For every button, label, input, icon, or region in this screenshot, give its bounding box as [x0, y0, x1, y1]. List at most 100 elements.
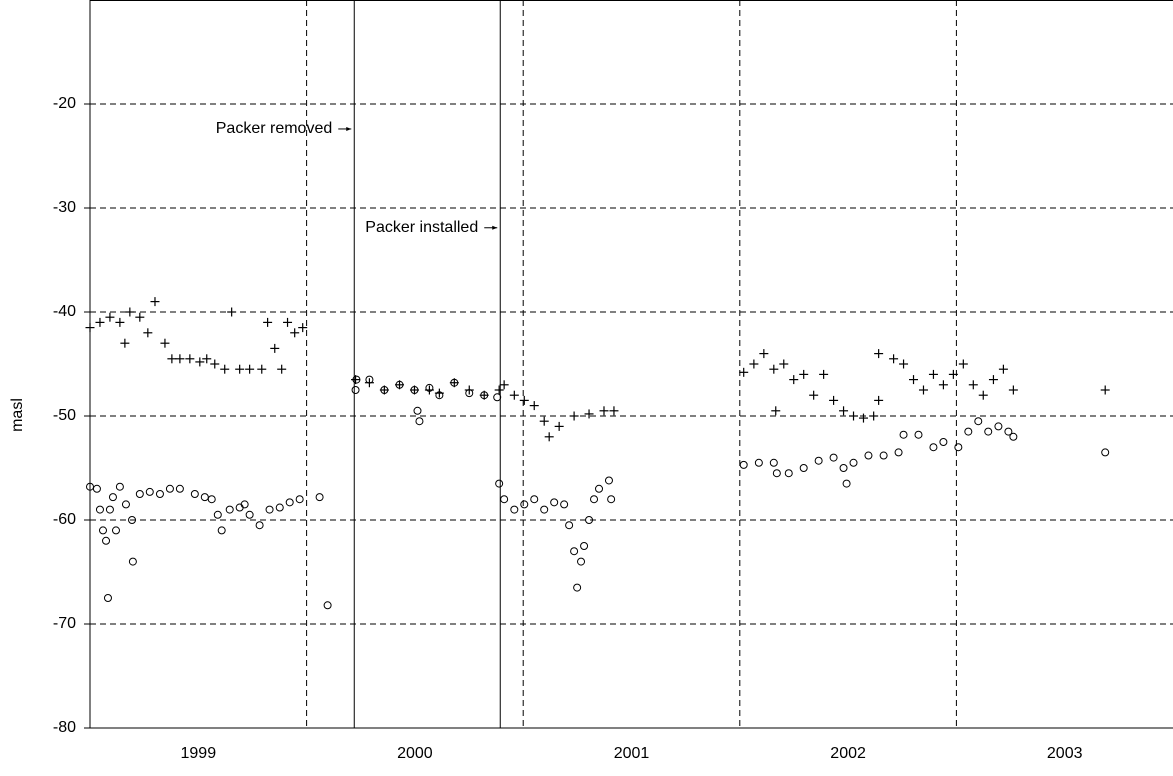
circle-marker: [413, 406, 422, 415]
plus-marker: [819, 369, 829, 379]
plus-marker: [283, 317, 293, 327]
plus-marker: [202, 354, 212, 364]
plus-marker: [779, 359, 789, 369]
plus-marker: [869, 411, 879, 421]
plus-marker: [874, 349, 884, 359]
plus-marker: [599, 406, 609, 416]
plus-marker: [143, 328, 153, 338]
circle-marker: [739, 460, 748, 469]
circle-marker: [245, 510, 254, 519]
circle-marker: [275, 503, 284, 512]
circle-marker: [1009, 432, 1018, 441]
circle-marker: [839, 464, 848, 472]
plus-marker: [988, 375, 998, 385]
plus-marker: [277, 364, 287, 374]
plus-marker: [529, 401, 539, 411]
circle-marker: [425, 383, 434, 392]
circle-marker: [395, 380, 404, 389]
circle-marker: [849, 458, 858, 467]
plus-marker: [544, 432, 554, 442]
circle-marker: [974, 417, 983, 426]
plus-marker: [125, 307, 135, 317]
circle-marker: [879, 451, 888, 460]
plus-marker: [245, 364, 255, 374]
circle-marker: [604, 476, 613, 485]
circle-marker: [108, 493, 117, 502]
plus-marker: [928, 369, 938, 379]
circle-marker: [415, 417, 424, 426]
circle-marker: [590, 495, 599, 504]
circle-marker: [352, 375, 361, 384]
plus-marker: [227, 307, 237, 317]
circle-marker: [769, 458, 778, 467]
circle-marker: [1004, 427, 1013, 436]
circle-marker: [929, 443, 938, 452]
plus-marker: [539, 416, 549, 426]
circle-marker: [365, 375, 374, 384]
circle-marker: [190, 490, 199, 498]
circle-marker: [155, 490, 164, 498]
circle-marker: [570, 547, 579, 556]
circle-marker: [565, 521, 574, 530]
annotation-arrowhead: [346, 126, 352, 131]
plus-marker: [115, 317, 125, 327]
plus-marker: [85, 323, 95, 333]
circle-marker: [102, 536, 111, 545]
plus-marker: [998, 364, 1008, 374]
circle-marker: [128, 516, 137, 524]
y-tick-label: -50: [53, 407, 76, 424]
plus-marker: [263, 317, 273, 327]
plus-marker: [499, 380, 509, 390]
plus-marker: [918, 385, 928, 395]
circle-marker: [121, 500, 130, 509]
circle-marker: [235, 503, 244, 512]
circle-marker: [842, 479, 851, 488]
y-tick-label: -20: [53, 95, 76, 112]
plus-marker: [739, 367, 749, 377]
circle-marker: [520, 500, 529, 509]
circle-marker: [864, 451, 873, 460]
y-tick-label: -40: [53, 303, 76, 320]
plus-marker: [769, 364, 779, 374]
plus-marker: [858, 413, 868, 423]
plus-marker: [958, 359, 968, 369]
plus-marker: [938, 380, 948, 390]
circle-marker: [200, 493, 209, 502]
circle-marker: [939, 438, 948, 446]
circle-marker: [351, 386, 360, 394]
plus-marker: [749, 359, 759, 369]
plus-marker: [519, 395, 529, 405]
circle-marker: [207, 495, 216, 504]
annotation: Packer installed: [365, 219, 478, 236]
circle-marker: [175, 484, 184, 493]
annotation-arrowhead: [492, 225, 498, 230]
x-tick-label: 2000: [397, 745, 433, 762]
circle-marker: [585, 516, 594, 524]
circle-marker: [255, 521, 264, 530]
y-tick-label: -60: [53, 511, 76, 528]
plus-marker: [220, 364, 230, 374]
plus-marker: [167, 354, 177, 364]
circle-marker: [607, 495, 616, 504]
circle-marker: [213, 510, 222, 519]
circle-marker: [500, 495, 509, 504]
plus-marker: [968, 380, 978, 390]
circle-marker: [111, 526, 120, 535]
plus-marker: [789, 375, 799, 385]
y-tick-label: -80: [53, 719, 76, 736]
circle-marker: [217, 526, 226, 535]
plus-marker: [554, 421, 564, 431]
circle-marker: [165, 484, 174, 493]
circle-marker: [954, 443, 963, 452]
circle-marker: [92, 484, 101, 493]
circle-marker: [98, 526, 107, 535]
circle-marker: [784, 469, 793, 478]
plus-marker: [799, 369, 809, 379]
circle-marker: [86, 482, 94, 491]
circle-marker: [894, 448, 903, 457]
plus-marker: [494, 385, 504, 395]
circle-marker: [994, 422, 1003, 431]
circle-marker: [480, 391, 489, 400]
plus-marker: [257, 364, 267, 374]
